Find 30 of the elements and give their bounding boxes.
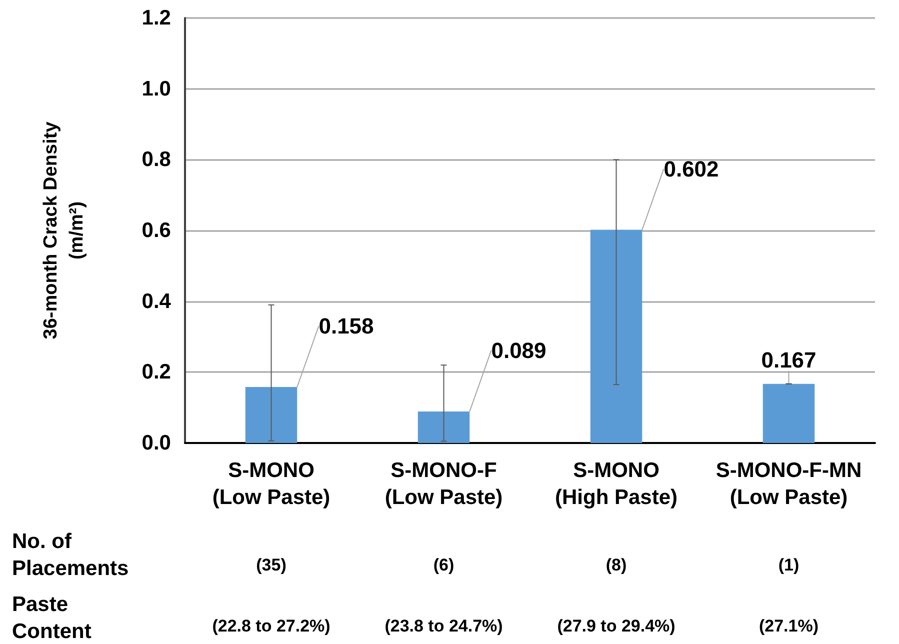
text: (35) bbox=[256, 556, 286, 574]
y-tick-label: 0.0 bbox=[142, 432, 171, 454]
data-label: 0.167 bbox=[761, 347, 816, 372]
bar bbox=[245, 387, 298, 443]
bar bbox=[590, 230, 642, 443]
text: (6) bbox=[433, 556, 454, 574]
x-tick-label: S-MONO (Low Paste) bbox=[212, 459, 330, 509]
text: No. of Placements bbox=[12, 530, 129, 580]
text: (23.8 to 24.7%) bbox=[384, 616, 503, 636]
text: Paste Content bbox=[12, 593, 92, 643]
x-tick-label: S-MONO-F (Low Paste) bbox=[384, 459, 503, 509]
y-tick-label: 0.2 bbox=[142, 360, 171, 384]
bar bbox=[762, 384, 815, 443]
data-label: 0.089 bbox=[491, 338, 546, 363]
data-label: 0.602 bbox=[664, 156, 719, 182]
y-axis-title: 36-month Crack Density (m/m²) bbox=[40, 121, 88, 340]
y-tick-label: 0.6 bbox=[142, 219, 171, 242]
text: (27.9 to 29.4%) bbox=[557, 616, 676, 636]
text: (27.1%) bbox=[758, 616, 819, 636]
text: (8) bbox=[606, 556, 627, 574]
text: (1) bbox=[778, 556, 800, 574]
text: (22.8 to 27.2%) bbox=[212, 616, 330, 636]
data-label: 0.158 bbox=[318, 314, 374, 339]
bar bbox=[418, 411, 470, 443]
y-tick-label: 0.8 bbox=[142, 148, 172, 172]
y-tick-label: 1.0 bbox=[142, 77, 171, 100]
y-tick-label: 1.2 bbox=[142, 6, 171, 30]
y-tick-label: 0.4 bbox=[142, 290, 172, 313]
x-tick-label: S-MONO (High Paste) bbox=[554, 459, 678, 509]
x-tick-label: S-MONO-F-MN (Low Paste) bbox=[716, 459, 862, 509]
